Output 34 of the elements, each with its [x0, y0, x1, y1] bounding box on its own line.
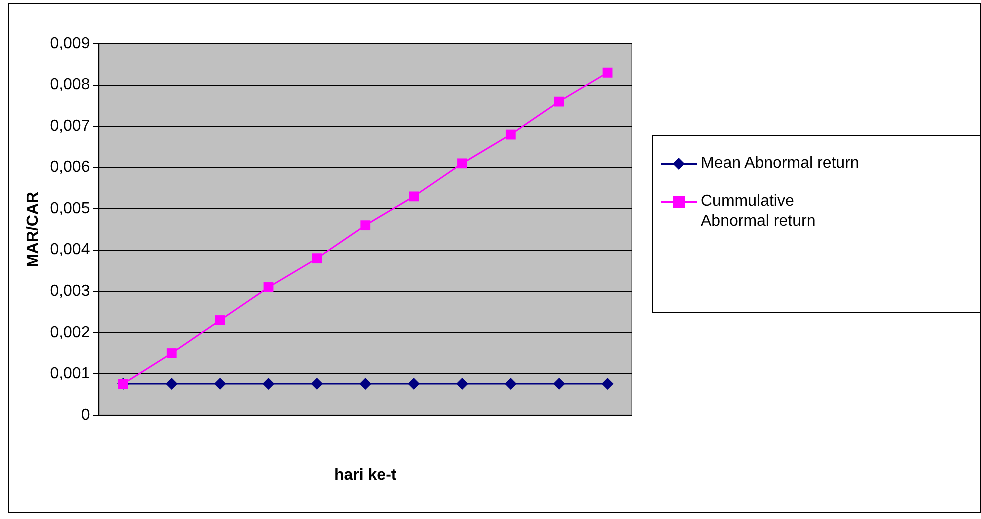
y-tick-label: 0,001	[50, 366, 90, 383]
point	[166, 348, 177, 358]
point	[215, 316, 226, 326]
point	[504, 378, 517, 390]
point	[506, 130, 516, 140]
point	[214, 378, 226, 390]
point	[554, 96, 564, 107]
point	[264, 282, 274, 292]
point	[360, 378, 372, 390]
point	[408, 378, 420, 390]
y-axis-title: MAR/CAR	[25, 191, 42, 268]
y-tick-label: 0,002	[50, 324, 90, 342]
y-tick-label: 0,003	[50, 283, 90, 300]
point	[553, 378, 566, 390]
y-tick-label: 0,008	[50, 76, 90, 94]
point	[262, 378, 275, 390]
legend-label: Cummulative Abnormal return	[701, 192, 817, 232]
point	[360, 220, 371, 231]
y-tick-label: 0,007	[50, 118, 90, 135]
y-tick-label: 0,006	[50, 159, 90, 176]
legend-label: Mean Abnormal return	[701, 154, 860, 174]
point	[602, 378, 614, 390]
point	[409, 192, 419, 202]
point	[166, 378, 178, 390]
y-tick-label: 0,005	[50, 200, 90, 218]
point	[456, 378, 468, 390]
point	[312, 254, 322, 264]
x-axis-title: hari ke-t	[334, 466, 398, 484]
y-tick-label: 0,004	[50, 242, 90, 259]
y-tick-label: 0,009	[50, 35, 90, 52]
point	[602, 68, 613, 78]
y-tick-label: 0	[81, 406, 90, 424]
point	[458, 158, 468, 169]
point	[311, 378, 324, 390]
